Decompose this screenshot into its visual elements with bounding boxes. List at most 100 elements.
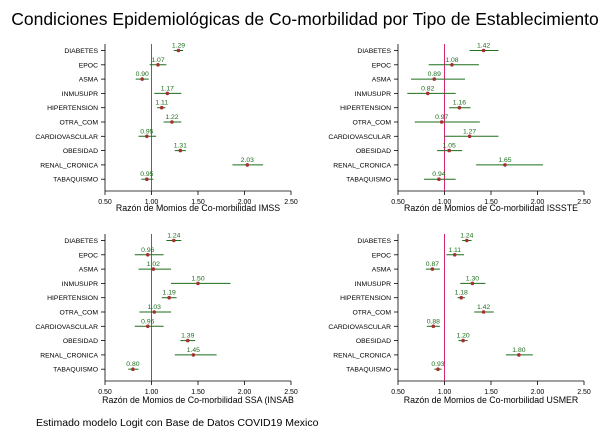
odds-ratio-point	[461, 338, 465, 343]
odds-ratio-label: 1.11	[448, 247, 461, 254]
odds-ratio-label: 1.50	[191, 275, 204, 282]
y-tick-label: ASMA	[372, 77, 392, 84]
y-tick-label: RENAL_CRONICA	[40, 352, 98, 359]
odds-ratio-label: 1.27	[463, 128, 476, 135]
odds-ratio-point	[430, 267, 435, 271]
odds-ratio-label: 0.93	[431, 361, 444, 368]
y-tick-label: RENAL_CRONICA	[333, 162, 391, 169]
y-tick-label: OBESIDAD	[356, 148, 391, 155]
odds-ratio-point	[178, 148, 183, 153]
x-tick-label: 2.00	[531, 389, 545, 396]
odds-ratio-label: 1.31	[174, 143, 187, 150]
y-tick-label: CARDIOVASCULAR	[328, 324, 391, 331]
x-tick-label: 2.50	[284, 199, 298, 206]
x-axis-title: Razón de Momios de Co-morbilidad USMER	[404, 395, 579, 405]
x-axis-title: Razón de Momios de Co-morbilidad SSA (IN…	[102, 395, 294, 405]
odds-ratio-label: 0.96	[141, 318, 154, 325]
odds-ratio-point	[165, 91, 170, 96]
odds-ratio-label: 0.96	[141, 247, 154, 254]
y-tick-label: CARDIOVASCULAR	[35, 324, 98, 331]
odds-ratio-point	[145, 324, 150, 329]
odds-ratio-point	[450, 63, 454, 67]
y-tick-label: ASMA	[79, 77, 99, 84]
y-tick-label: DIABETES	[64, 48, 98, 55]
odds-ratio-point	[191, 353, 196, 357]
odds-ratio-point	[459, 295, 464, 300]
y-tick-label: RENAL_CRONICA	[333, 352, 391, 359]
y-tick-label: TABAQUISMO	[53, 177, 98, 184]
x-tick-label: 0.50	[391, 199, 405, 206]
y-tick-label: INMUSUPR	[62, 281, 98, 288]
x-tick-label: 1.00	[438, 199, 452, 206]
y-tick-label: TABAQUISMO	[346, 177, 391, 184]
y-tick-label: OTRA_COM	[352, 310, 391, 317]
odds-ratio-point	[170, 120, 174, 124]
odds-ratio-point	[436, 367, 440, 372]
odds-ratio-label: 1.42	[477, 304, 490, 311]
odds-ratio-label: 0.88	[427, 318, 440, 325]
odds-ratio-point	[145, 253, 150, 257]
y-tick-label: EPOC	[79, 252, 98, 259]
y-tick-label: TABAQUISMO	[346, 367, 391, 374]
odds-ratio-point	[159, 105, 164, 110]
chart-title: Condiciones Epidemiológicas de Co-morbil…	[11, 9, 599, 29]
odds-ratio-point	[432, 77, 437, 81]
odds-ratio-point	[167, 295, 171, 300]
odds-ratio-point	[196, 281, 200, 286]
x-axis-title: Razón de Momios de Co-morbilidad ISSSTE	[404, 203, 578, 213]
odds-ratio-label: 1.18	[455, 290, 468, 297]
x-tick-label: 1.50	[191, 389, 205, 396]
y-tick-label: OBESIDAD	[356, 338, 391, 345]
odds-ratio-label: 0.80	[126, 361, 139, 368]
odds-ratio-point	[185, 338, 190, 343]
odds-ratio-point	[447, 148, 451, 153]
odds-ratio-label: 1.05	[443, 143, 456, 150]
y-tick-label: EPOC	[372, 252, 391, 259]
y-tick-label: ASMA	[79, 267, 99, 274]
odds-ratio-label: 1.45	[187, 347, 200, 354]
x-tick-label: 1.00	[438, 389, 452, 396]
odds-ratio-label: 0.94	[432, 171, 445, 178]
odds-ratio-label: 1.16	[453, 100, 466, 107]
odds-ratio-point	[517, 353, 521, 357]
x-axis-title: Razón de Momios de Co-morbilidad IMSS	[116, 203, 280, 213]
x-tick-label: 0.50	[98, 199, 112, 206]
x-tick-label: 2.00	[238, 199, 252, 206]
odds-ratio-label: 1.08	[445, 57, 458, 64]
y-tick-label: HIPERTENSION	[340, 105, 391, 112]
odds-ratio-label: 0.97	[435, 114, 448, 121]
odds-ratio-point	[470, 281, 475, 286]
odds-ratio-point	[156, 63, 160, 67]
odds-ratio-point	[457, 105, 462, 110]
odds-ratio-label: 1.29	[172, 43, 185, 50]
x-tick-label: 1.50	[484, 389, 498, 396]
y-tick-label: HIPERTENSION	[340, 295, 391, 302]
odds-ratio-label: 1.03	[148, 304, 161, 311]
odds-ratio-label: 0.82	[421, 85, 434, 92]
odds-ratio-point	[467, 134, 472, 139]
y-tick-label: INMUSUPR	[62, 91, 98, 98]
odds-ratio-point	[140, 77, 144, 81]
x-tick-label: 2.50	[577, 199, 591, 206]
odds-ratio-point	[431, 324, 436, 329]
odds-ratio-label: 1.39	[181, 333, 194, 340]
odds-ratio-label: 1.20	[456, 333, 469, 340]
odds-ratio-label: 1.07	[151, 57, 164, 64]
odds-ratio-label: 2.03	[241, 157, 254, 164]
y-tick-label: CARDIOVASCULAR	[35, 134, 98, 141]
odds-ratio-point	[151, 267, 156, 271]
odds-ratio-point	[176, 48, 181, 53]
odds-ratio-label: 1.22	[165, 114, 178, 121]
x-tick-label: 1.00	[145, 199, 159, 206]
odds-ratio-point	[481, 48, 486, 53]
odds-ratio-label: 0.90	[136, 71, 149, 78]
odds-ratio-point	[245, 163, 250, 167]
odds-ratio-point	[465, 238, 469, 243]
x-tick-label: 2.00	[531, 199, 545, 206]
odds-ratio-label: 1.30	[466, 275, 479, 282]
y-tick-label: DIABETES	[357, 238, 391, 245]
odds-ratio-label: 0.95	[140, 171, 153, 178]
y-tick-label: TABAQUISMO	[53, 367, 98, 374]
odds-ratio-point	[437, 177, 441, 181]
